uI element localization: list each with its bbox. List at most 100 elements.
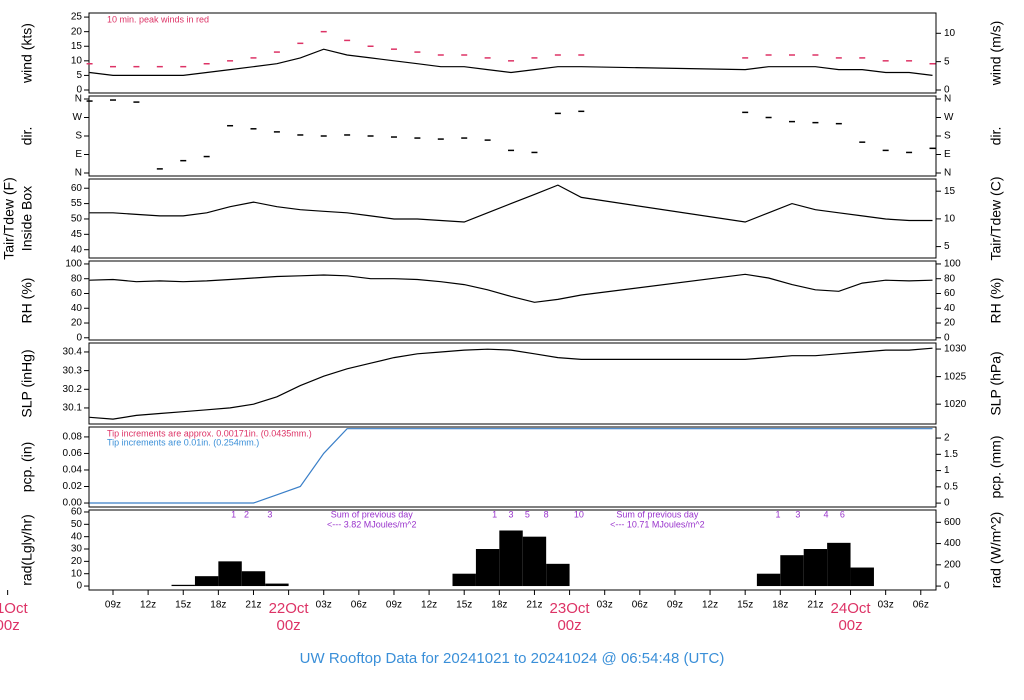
y-tick-label: 30 bbox=[71, 544, 83, 555]
y-tick-label: 0.00 bbox=[63, 498, 83, 509]
data-bar bbox=[756, 573, 781, 587]
y-tick-label: 25 bbox=[71, 12, 83, 23]
y2-tick-label: 0 bbox=[944, 85, 950, 96]
y-tick-label: E bbox=[75, 149, 82, 160]
x-tick-label: 21z bbox=[245, 600, 261, 611]
y-tick-label: 0 bbox=[76, 332, 82, 343]
y2-tick-label: E bbox=[944, 149, 951, 160]
annotation: 10 min. peak winds in red bbox=[107, 14, 209, 24]
y2-tick-label: 200 bbox=[944, 559, 961, 570]
data-bar bbox=[522, 536, 547, 587]
x-tick-label: 15z bbox=[175, 600, 191, 611]
series bbox=[89, 347, 933, 420]
panel-frame bbox=[88, 509, 937, 591]
y-tick-label: 30.3 bbox=[63, 365, 83, 376]
series bbox=[86, 99, 936, 170]
date-label: 21Oct bbox=[0, 600, 28, 617]
y-tick-label: 0.02 bbox=[63, 481, 83, 492]
x-tick-label: 06z bbox=[351, 600, 367, 611]
y2-tick-label: 80 bbox=[944, 273, 956, 284]
y2-tick-label: 100 bbox=[944, 259, 961, 270]
y2-tick-label: 60 bbox=[944, 288, 956, 299]
x-tick-label: 21z bbox=[526, 600, 542, 611]
data-line bbox=[89, 273, 933, 303]
y-tick-label: 45 bbox=[71, 229, 83, 240]
y2-tick-label: 20 bbox=[944, 318, 956, 329]
y2-tick-label: 5 bbox=[944, 56, 950, 67]
annotation: Tip increments are approx. 0.00171in. (0… bbox=[107, 428, 312, 438]
y-tick-label: 0 bbox=[76, 581, 82, 592]
x-tick-label: 03z bbox=[878, 600, 894, 611]
annotation: 3 bbox=[509, 509, 514, 519]
y2-tick-label: 1030 bbox=[944, 344, 967, 355]
x-tick-label: 18z bbox=[210, 600, 226, 611]
y2-tick-label: 40 bbox=[944, 303, 956, 314]
annotation: <--- 3.82 MJoules/m^2 bbox=[327, 519, 417, 529]
annotation: 3 bbox=[795, 509, 800, 519]
y-tick-label: 0 bbox=[76, 85, 82, 96]
annotation: 4 bbox=[823, 509, 828, 519]
x-tick-label: 15z bbox=[737, 600, 753, 611]
y2-axis-label: Tair/Tdew (C) bbox=[988, 176, 1004, 260]
y-tick-label: 15 bbox=[71, 41, 83, 52]
x-tick-label: 18z bbox=[772, 600, 788, 611]
data-bar bbox=[241, 571, 266, 587]
y-tick-label: 55 bbox=[71, 198, 83, 209]
y-axis-label: Tair/Tdew (F) bbox=[1, 177, 17, 259]
y-tick-label: S bbox=[75, 131, 82, 142]
y-tick-label: 40 bbox=[71, 303, 83, 314]
data-bar bbox=[827, 542, 851, 587]
y-tick-label: 30.1 bbox=[63, 403, 83, 414]
y-tick-label: 10 bbox=[71, 568, 83, 579]
x-tick-label: 09z bbox=[667, 600, 683, 611]
annotation: 5 bbox=[525, 509, 530, 519]
x-tick-label: 12z bbox=[421, 600, 437, 611]
y2-tick-label: 2 bbox=[944, 433, 950, 444]
y2-tick-label: 1.5 bbox=[944, 449, 958, 460]
y2-tick-label: 0 bbox=[944, 332, 950, 343]
x-tick-label: 12z bbox=[140, 600, 156, 611]
date-label: 23Oct bbox=[550, 600, 591, 617]
y2-tick-label: S bbox=[944, 131, 951, 142]
x-tick-label: 15z bbox=[456, 600, 472, 611]
y-axis-label: dir. bbox=[19, 127, 35, 146]
series bbox=[89, 184, 933, 223]
x-tick-label: 18z bbox=[491, 600, 507, 611]
panel-frame bbox=[88, 95, 937, 177]
annotation: 8 bbox=[544, 509, 549, 519]
x-tick-label: 12z bbox=[702, 600, 718, 611]
y2-tick-label: 0 bbox=[944, 581, 950, 592]
y2-tick-label: 1 bbox=[944, 465, 950, 476]
annotation: 1 bbox=[775, 509, 780, 519]
y-axis-label: RH (%) bbox=[19, 278, 35, 324]
y-tick-label: 60 bbox=[71, 507, 83, 518]
annotation: Tip increments are 0.01in. (0.254mm.) bbox=[107, 437, 259, 447]
y2-tick-label: 1020 bbox=[944, 399, 967, 410]
y-axis-label: wind (kts) bbox=[19, 23, 35, 84]
annotation: 3 bbox=[267, 509, 272, 519]
y2-axis-label: SLP (hPa) bbox=[988, 351, 1004, 415]
y-tick-label: 0.04 bbox=[63, 465, 83, 476]
y-tick-label: 30.4 bbox=[63, 347, 83, 358]
y2-axis-label: pcp. (mm) bbox=[988, 436, 1004, 499]
y-tick-label: 60 bbox=[71, 288, 83, 299]
y-tick-label: 100 bbox=[65, 259, 82, 270]
date-label: 22Oct bbox=[269, 600, 310, 617]
series bbox=[171, 530, 874, 587]
y2-axis-label: RH (%) bbox=[988, 278, 1004, 324]
y2-tick-label: 10 bbox=[944, 214, 956, 225]
y-tick-label: W bbox=[73, 112, 83, 123]
data-bar bbox=[194, 576, 219, 587]
panel-frame bbox=[88, 342, 937, 425]
y-tick-label: 20 bbox=[71, 556, 83, 567]
date-label: 00z bbox=[0, 617, 20, 634]
x-tick-label: 03z bbox=[597, 600, 613, 611]
y-axis-label: pcp. (in) bbox=[19, 442, 35, 493]
y-tick-label: 50 bbox=[71, 214, 83, 225]
data-bar bbox=[475, 549, 500, 587]
series bbox=[89, 428, 933, 504]
y-tick-label: 0.06 bbox=[63, 448, 83, 459]
y2-axis-label: wind (m/s) bbox=[988, 21, 1004, 87]
y2-tick-label: N bbox=[944, 168, 951, 179]
